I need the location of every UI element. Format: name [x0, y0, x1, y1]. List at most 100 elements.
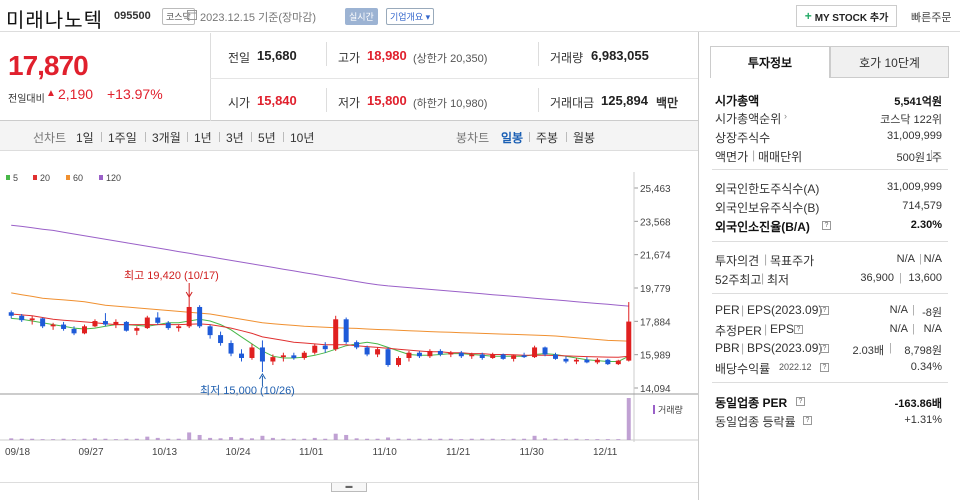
- candle-body: [50, 324, 56, 327]
- div-label: 배당수익률: [715, 362, 771, 376]
- help-icon[interactable]: ?: [803, 416, 812, 425]
- mcap-rank-value: 코스닥 122위: [880, 114, 942, 126]
- ma-line-60: [11, 292, 629, 342]
- candle-body: [333, 319, 339, 350]
- volume-bar: [113, 439, 118, 440]
- separator: |: [930, 149, 933, 161]
- foreign-hold-value: 714,579: [902, 200, 942, 212]
- foreign-hold-label: 외국인보유주식수(B): [715, 201, 820, 215]
- candle-body: [19, 315, 25, 321]
- volume-bar: [490, 438, 495, 440]
- period-4[interactable]: 3년: [226, 131, 244, 145]
- candle-body: [176, 326, 182, 329]
- est-per-value: N/A: [889, 323, 908, 335]
- help-icon[interactable]: ?: [794, 325, 803, 334]
- candle-body: [207, 326, 213, 336]
- chart-resize-handle[interactable]: ▬: [331, 483, 367, 492]
- panel-divider: [698, 32, 699, 500]
- volume-bar: [145, 436, 150, 440]
- candle-period-2[interactable]: 월봉: [573, 131, 596, 145]
- candle-body: [113, 321, 119, 325]
- foreign-limit-value: 31,009,999: [886, 181, 942, 193]
- stock-code: 095500: [114, 10, 151, 22]
- candle-body: [270, 357, 276, 362]
- prev-label: 전일: [228, 51, 251, 65]
- separator: |: [764, 252, 768, 266]
- candle-period-0[interactable]: 일봉: [501, 131, 524, 145]
- y-tick-label: 15,989: [640, 351, 671, 362]
- unit-label: 매매단위: [758, 150, 803, 164]
- period-bar: [0, 121, 698, 151]
- candle-body: [542, 347, 548, 355]
- candle-body: [375, 349, 381, 355]
- separator: |: [752, 148, 756, 162]
- divider: [712, 169, 948, 170]
- volume-bar: [605, 439, 610, 440]
- help-icon[interactable]: ?: [822, 221, 831, 230]
- company-overview-dropdown[interactable]: 기업개요 ▾: [386, 8, 435, 25]
- volume-bar: [239, 437, 244, 440]
- candle-body: [354, 342, 360, 348]
- divider: [712, 293, 948, 294]
- low-price: 15,800: [367, 93, 407, 108]
- volume-bar: [406, 438, 411, 440]
- divider: [712, 382, 948, 383]
- open-label: 시가: [228, 96, 251, 110]
- volume-bar: [427, 438, 432, 440]
- realtime-button[interactable]: 실시간: [345, 8, 378, 25]
- separator: [251, 132, 252, 142]
- period-2[interactable]: 3개월: [152, 131, 181, 145]
- separator: |: [912, 304, 915, 316]
- candle-period-1[interactable]: 주봉: [536, 131, 559, 145]
- x-tick-label: 09/27: [79, 447, 104, 458]
- candle-body: [249, 347, 255, 358]
- period-5[interactable]: 5년: [258, 131, 276, 145]
- separator: |: [764, 322, 768, 336]
- help-icon[interactable]: ?: [820, 306, 829, 315]
- volume-bar: [553, 438, 558, 440]
- volume-bar: [501, 439, 506, 440]
- help-icon[interactable]: ?: [796, 397, 805, 406]
- tab-invest-info[interactable]: 투자정보: [710, 46, 830, 78]
- per-label: PER: [715, 303, 740, 317]
- volume-bar: [260, 435, 265, 440]
- volume-bar: [459, 439, 464, 440]
- help-icon[interactable]: ?: [820, 363, 829, 372]
- foreign-rate-label: 외국인소진율(B/A): [715, 220, 810, 234]
- period-1[interactable]: 1주일: [108, 131, 137, 145]
- candle-body: [511, 355, 517, 359]
- w52-low-value: 13,600: [908, 272, 942, 284]
- quick-order-link[interactable]: 빠른주문: [911, 12, 952, 24]
- stock-name: 미래나노텍: [6, 10, 103, 32]
- candle-body: [469, 354, 475, 357]
- volume-bar: [155, 437, 160, 440]
- separator: |: [761, 271, 765, 285]
- candle-body: [312, 345, 318, 353]
- est-eps-label: EPS: [770, 322, 795, 336]
- tab-hoga-10[interactable]: 호가 10단계: [830, 46, 949, 78]
- candle-body: [479, 354, 485, 358]
- volume-bar: [197, 434, 202, 440]
- add-my-stock-button[interactable]: + MY STOCK 추가: [796, 5, 897, 27]
- volume-bar: [375, 438, 380, 440]
- div-date: 2022.12: [779, 362, 812, 372]
- candle-body: [40, 318, 46, 327]
- volume-bar: [302, 438, 307, 440]
- target-value: N/A: [923, 253, 942, 265]
- candle-body: [458, 352, 464, 357]
- x-tick-label: 11/10: [373, 447, 398, 458]
- volume-bar: [134, 438, 139, 440]
- price-chart[interactable]: 5 20 60 120 25,463 23,568 21,674 19,779 17,884 15…: [0, 152, 698, 492]
- open-price: 15,840: [257, 93, 297, 108]
- volume-bar: [386, 437, 391, 440]
- period-0[interactable]: 1일: [76, 131, 94, 145]
- period-6[interactable]: 10년: [290, 131, 315, 145]
- shares-label: 상장주식수: [715, 131, 771, 145]
- candle-body: [322, 345, 328, 350]
- volume-bar: [532, 435, 537, 440]
- face-value: 500원: [896, 152, 925, 164]
- y-tick-label: 19,779: [640, 284, 671, 295]
- help-icon[interactable]: ?: [820, 344, 829, 353]
- foreign-limit-label: 외국인한도주식수(A): [715, 182, 820, 196]
- period-3[interactable]: 1년: [194, 131, 212, 145]
